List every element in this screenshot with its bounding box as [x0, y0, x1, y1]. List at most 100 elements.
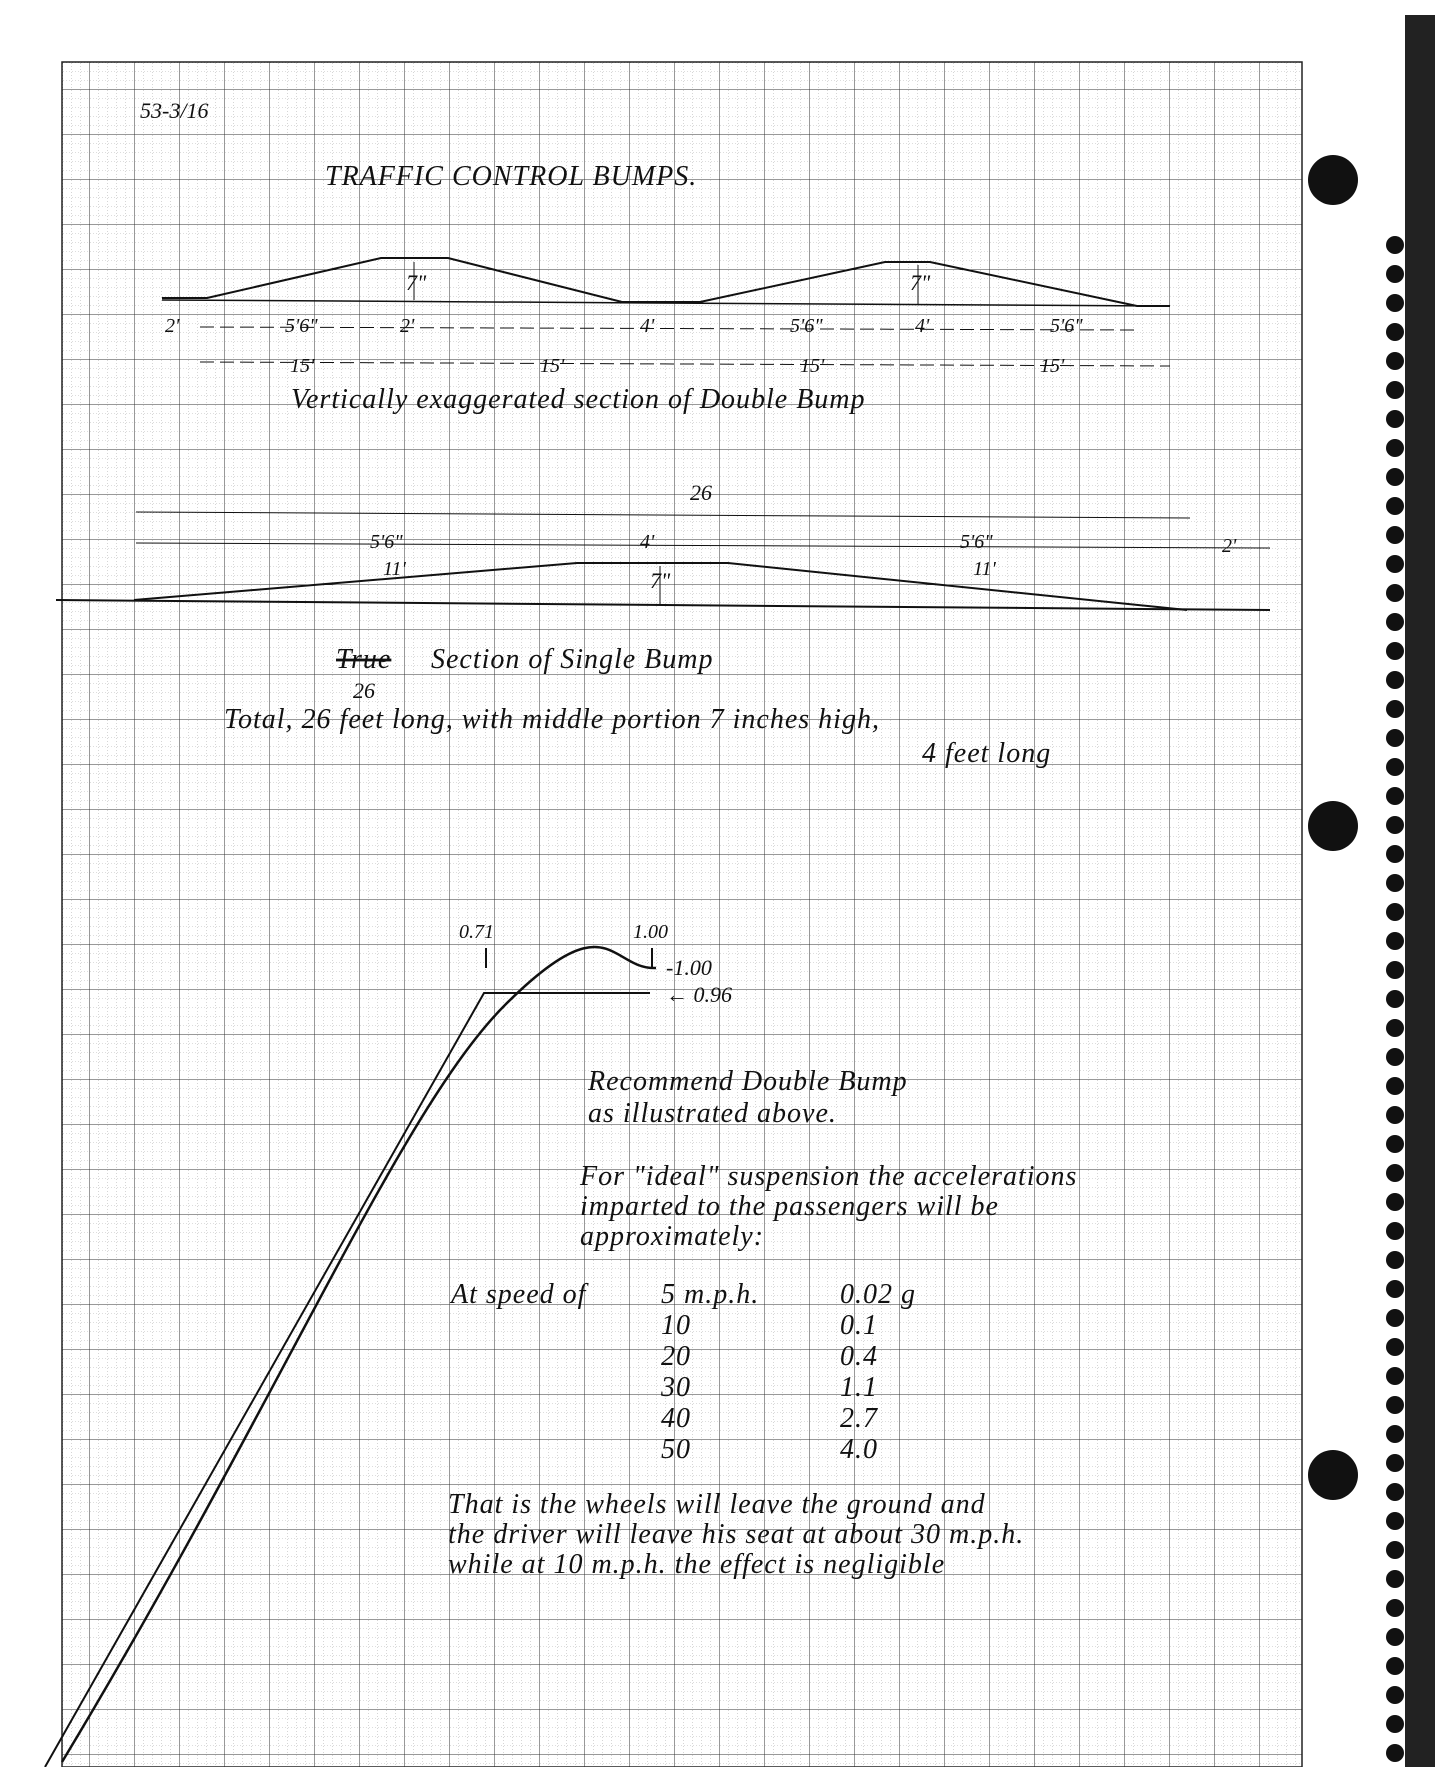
- spiral-dot: [1386, 874, 1404, 892]
- spiral-dot: [1386, 352, 1404, 370]
- spiral-dot: [1386, 642, 1404, 660]
- spiral-dot: [1386, 990, 1404, 1008]
- spiral-dot: [1386, 1541, 1404, 1559]
- dimension-line: [135, 511, 1191, 519]
- recommendation-line: as illustrated above.: [588, 1098, 837, 1129]
- single-bump-caption: Section of Single Bump: [431, 644, 714, 675]
- spiral-dot: [1386, 700, 1404, 718]
- spiral-dot: [1386, 613, 1404, 631]
- dimension-label: 5'6": [790, 315, 823, 337]
- graph-paper: [61, 61, 1303, 1767]
- spiral-dot: [1386, 758, 1404, 776]
- spiral-dot: [1386, 1135, 1404, 1153]
- punch-hole: [1308, 1450, 1358, 1500]
- spiral-dot: [1386, 497, 1404, 515]
- speed-cell: 40: [661, 1403, 691, 1434]
- spiral-dot: [1386, 294, 1404, 312]
- note-line: approximately:: [580, 1221, 764, 1252]
- dimension-label: 15': [540, 355, 565, 377]
- recommendation-line: Recommend Double Bump: [587, 1066, 908, 1097]
- dimension-label: 5'6": [960, 531, 993, 553]
- speed-cell: 5 m.p.h.: [661, 1279, 759, 1310]
- spiral-dot: [1386, 1744, 1404, 1762]
- spiral-dot: [1386, 468, 1404, 486]
- spiral-dot: [1386, 1715, 1404, 1733]
- dimension-label: 5'6": [1050, 315, 1083, 337]
- spiral-dot: [1386, 439, 1404, 457]
- note-line: imparted to the passengers will be: [580, 1191, 999, 1222]
- spiral-dot: [1386, 1599, 1404, 1617]
- spiral-dot: [1386, 1193, 1404, 1211]
- acceleration-cell: 2.7: [840, 1403, 878, 1434]
- spiral-dot: [1386, 1338, 1404, 1356]
- spiral-dot: [1386, 1019, 1404, 1037]
- dimension-line: [135, 542, 1271, 549]
- conclusion-line: while at 10 m.p.h. the effect is negligi…: [448, 1549, 945, 1580]
- dimension-line: [199, 326, 1136, 331]
- spiral-dot: [1386, 845, 1404, 863]
- dimension-line: [199, 361, 1171, 367]
- height-label: 7": [910, 270, 931, 295]
- spiral-dot: [1386, 1077, 1404, 1095]
- double-bump-caption: Vertically exaggerated section of Double…: [291, 384, 866, 415]
- spiral-dot: [1386, 1425, 1404, 1443]
- punch-hole: [1308, 155, 1358, 205]
- graph-label: 0.71: [459, 921, 494, 943]
- struck-word: True: [336, 644, 391, 675]
- conclusion-line: the driver will leave his seat at about …: [448, 1519, 1024, 1550]
- spiral-dot: [1386, 410, 1404, 428]
- spiral-dot: [1386, 555, 1404, 573]
- spiral-dot: [1386, 729, 1404, 747]
- dimension-label: 4': [640, 315, 655, 337]
- baseline: [161, 299, 1171, 307]
- dimension-label: 2': [165, 315, 180, 337]
- spiral-dot: [1386, 526, 1404, 544]
- spiral-dot: [1386, 1570, 1404, 1588]
- spiral-dot: [1386, 1048, 1404, 1066]
- dimension-label: 5'6": [370, 531, 403, 553]
- dimension-label: 11': [383, 558, 407, 580]
- baseline: [55, 599, 1271, 611]
- spiral-dot: [1386, 671, 1404, 689]
- response-curve: [60, 945, 657, 1763]
- spiral-dot: [1386, 1222, 1404, 1240]
- acceleration-cell: 1.1: [840, 1372, 878, 1403]
- acceleration-cell: 0.02 g: [840, 1279, 916, 1310]
- spiral-dot: [1386, 1396, 1404, 1414]
- speed-cell: 20: [661, 1341, 691, 1372]
- acceleration-cell: 0.1: [840, 1310, 878, 1341]
- speed-cell: 30: [660, 1372, 691, 1403]
- double-bump-profile: [162, 257, 1170, 307]
- spiral-dot: [1386, 323, 1404, 341]
- dimension-label: 15': [800, 355, 825, 377]
- spiral-dot: [1386, 1657, 1404, 1675]
- spiral-dot: [1386, 1686, 1404, 1704]
- spiral-dot: [1386, 236, 1404, 254]
- dimension-label: 2': [400, 315, 415, 337]
- dimension-label: 4': [915, 315, 930, 337]
- dimension-label: 5'6": [285, 315, 318, 337]
- spiral-dot: [1386, 584, 1404, 602]
- speed-cell: 50: [661, 1434, 691, 1465]
- page-edge: [1405, 15, 1435, 1767]
- single-bump-profile: [133, 562, 1188, 611]
- dimension-label: 11': [973, 558, 997, 580]
- spiral-dot: [1386, 1454, 1404, 1472]
- spiral-dot: [1386, 961, 1404, 979]
- spiral-dot: [1386, 816, 1404, 834]
- table-lead: At speed of: [449, 1279, 589, 1310]
- graph-label: 1.00: [633, 921, 668, 943]
- dimension-label: 2': [1222, 535, 1237, 557]
- spiral-dot: [1386, 1309, 1404, 1327]
- dimension-label: 4': [640, 531, 655, 553]
- punch-hole: [1308, 801, 1358, 851]
- conclusion-line: That is the wheels will leave the ground…: [448, 1489, 986, 1520]
- graph-label: -1.00: [666, 955, 712, 980]
- spiral-dot: [1386, 1280, 1404, 1298]
- acceleration-cell: 4.0: [840, 1434, 878, 1465]
- spiral-dot: [1386, 1512, 1404, 1530]
- height-label: 7": [406, 270, 427, 295]
- note-line: 4 feet long: [922, 738, 1051, 769]
